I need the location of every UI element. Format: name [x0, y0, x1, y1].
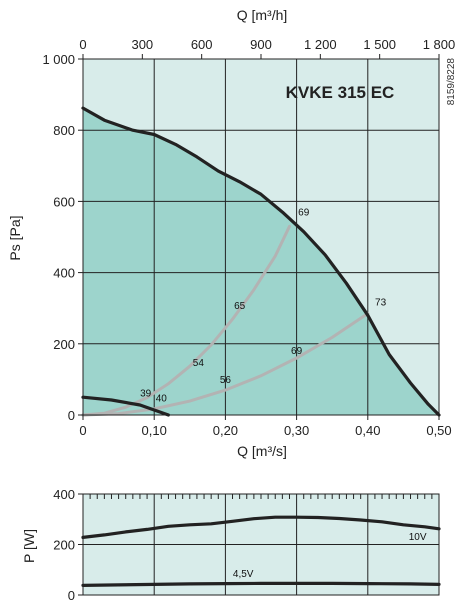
fan-curves: [81, 106, 441, 417]
power-label-1: 4,5V: [233, 569, 254, 580]
x-tick-label-0: 0: [79, 423, 86, 438]
x2-tick-label-5: 1 500: [363, 37, 396, 52]
system-curves: [81, 224, 370, 417]
curve-label-5: 56: [220, 375, 232, 386]
top-axis-title: Q [m³/h]: [237, 7, 288, 23]
power-y-tick-label-0: 0: [68, 588, 75, 603]
y-tick-label-1: 200: [53, 337, 75, 352]
power-annotations: 10V 4,5V: [233, 532, 427, 580]
curve-label-2: 54: [193, 358, 205, 369]
grid-lines: [83, 59, 439, 415]
power-label-0: 10V: [409, 532, 427, 543]
system-curve-1: [81, 224, 291, 417]
x-tick-label-3: 0,30: [284, 423, 309, 438]
x2-tick-label-3: 900: [250, 37, 272, 52]
power-grid-lines: [83, 494, 439, 595]
tick-marks: 0 0,10 0,20 0,30 0,40 0,50 0 300 600 900 1 200 1 50…: [42, 37, 455, 438]
power-y-tick-label-1: 200: [53, 538, 75, 553]
fan-curve-2: [81, 395, 170, 417]
y-tick-label-3: 600: [53, 194, 75, 209]
pressure-chart: 0 0,10 0,20 0,30 0,40 0,50 0 300 600 900 1 200 1 50…: [7, 7, 457, 459]
drawing-code: 8159/8228: [446, 58, 457, 106]
x2-tick-label-0: 0: [79, 37, 86, 52]
annotations: 69 65 54 39 40 56 69 73: [140, 208, 387, 405]
y-axis-title: Ps [Pa]: [7, 215, 23, 260]
x-tick-label-2: 0,20: [213, 423, 238, 438]
y-tick-label-4: 800: [53, 123, 75, 138]
x2-tick-label-4: 1 200: [304, 37, 337, 52]
x2-tick-label-1: 300: [131, 37, 153, 52]
x2-tick-label-2: 600: [191, 37, 213, 52]
x-tick-label-5: 0,50: [426, 423, 451, 438]
system-curve-2: [81, 312, 370, 417]
curve-label-4: 40: [156, 393, 168, 404]
curve-label-6: 69: [291, 346, 303, 357]
x2-tick-label-6: 1 800: [423, 37, 456, 52]
y-tick-label-0: 0: [68, 408, 75, 423]
power-tick-marks: 0 200 400: [53, 487, 83, 603]
bottom-axis-title: Q [m³/s]: [237, 443, 287, 459]
curve-label-0: 69: [298, 208, 310, 219]
y-tick-label-2: 400: [53, 266, 75, 281]
power-curves: [81, 515, 441, 588]
power-curve-2: [81, 581, 441, 588]
power-y-tick-label-2: 400: [53, 487, 75, 502]
power-curve-1: [81, 515, 441, 540]
curve-label-1: 65: [234, 301, 246, 312]
curve-label-7: 73: [375, 297, 387, 308]
power-chart: 0 200 400 10V 4,5V P [W]: [21, 487, 441, 603]
curve-label-3: 39: [140, 388, 152, 399]
power-y-axis-title: P [W]: [21, 529, 37, 563]
x-tick-label-4: 0,40: [355, 423, 380, 438]
model-title: KVKE 315 EC: [286, 83, 395, 102]
x-tick-label-1: 0,10: [142, 423, 167, 438]
operating-area-fill: [83, 108, 439, 415]
y-tick-label-5: 1 000: [42, 52, 75, 67]
fan-curve-1: [81, 106, 441, 417]
